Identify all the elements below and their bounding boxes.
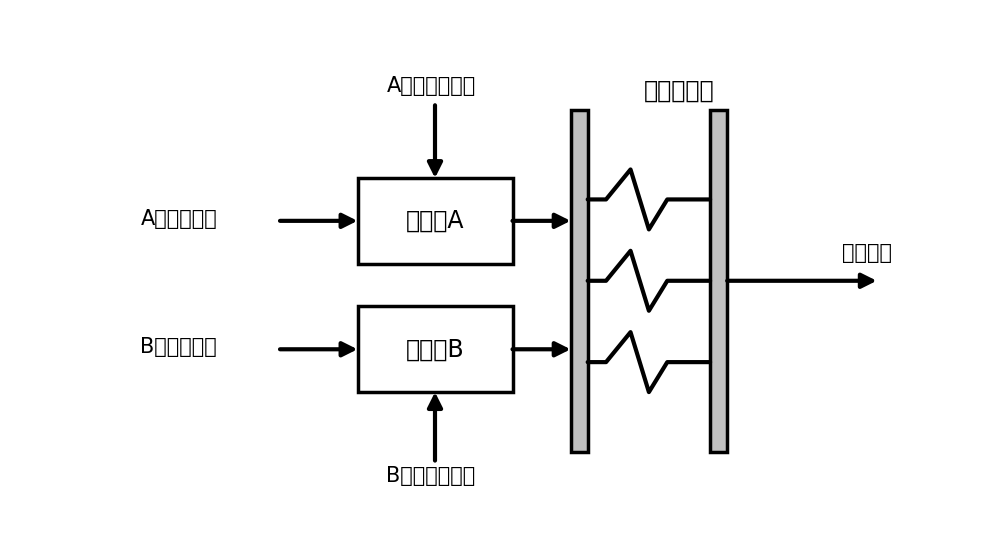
Text: 出口蜡汽: 出口蜡汽 (842, 243, 892, 263)
Text: A侧二级减温水: A侧二级减温水 (386, 76, 476, 96)
Bar (358, 306, 512, 392)
Bar (571, 110, 588, 452)
Text: A侧入口蜡汽: A侧入口蜡汽 (140, 208, 217, 229)
Text: B侧二级减温水: B侧二级减温水 (386, 465, 476, 485)
Bar (710, 110, 727, 452)
Text: 减温器B: 减温器B (406, 337, 464, 361)
Bar (358, 178, 512, 264)
Text: 减温器A: 减温器A (406, 209, 464, 233)
Text: 高温过热器: 高温过热器 (644, 78, 715, 102)
Text: B侧入口蜡汽: B侧入口蜡汽 (140, 337, 217, 357)
